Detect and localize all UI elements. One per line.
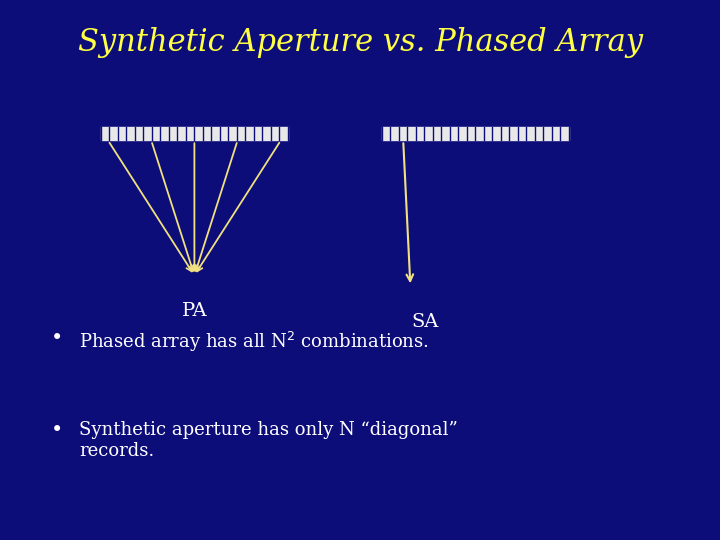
Text: Synthetic aperture has only N “diagonal”
records.: Synthetic aperture has only N “diagonal”… [79, 421, 458, 460]
Text: Synthetic Aperture vs. Phased Array: Synthetic Aperture vs. Phased Array [78, 27, 642, 58]
Text: •: • [50, 329, 63, 348]
Bar [382, 127, 569, 140]
Text: SA: SA [411, 313, 438, 331]
Text: PA: PA [181, 302, 207, 320]
Bar [101, 127, 288, 140]
Text: •: • [50, 421, 63, 440]
Text: Phased array has all N$^{2}$ combinations.: Phased array has all N$^{2}$ combination… [79, 329, 429, 354]
